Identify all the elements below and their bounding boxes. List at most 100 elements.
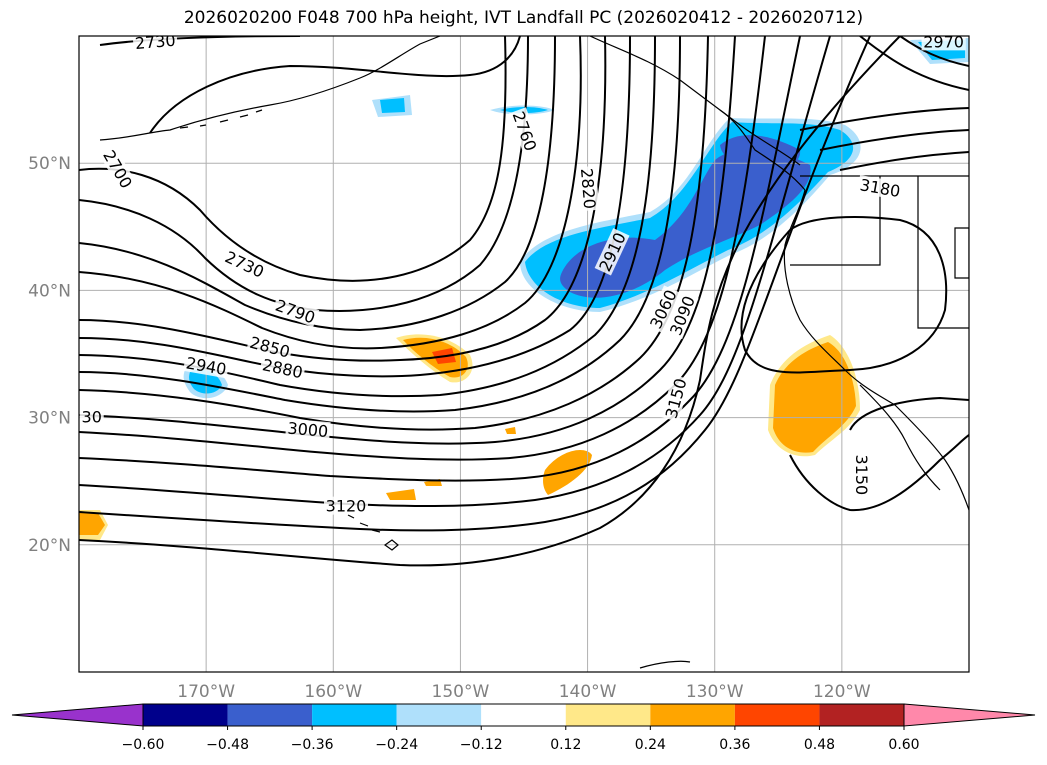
colorbar-tick-label: 0.36 — [719, 737, 750, 753]
contour-label-bg — [594, 228, 630, 276]
map-title: 2026020200 F048 700 hPa height, IVT Land… — [183, 8, 864, 28]
contour-label-bg — [271, 295, 320, 328]
colorbar-bin — [312, 704, 397, 726]
colorbar-tick-label: −0.36 — [291, 737, 334, 753]
contour-2850 — [79, 36, 607, 362]
ivt-positive-south — [543, 450, 592, 495]
aleutian-islands — [179, 109, 263, 129]
colorbar-extend-above — [903, 703, 1036, 727]
contour-3150 — [79, 36, 901, 567]
contour-label-bg — [246, 332, 294, 362]
colorbar-bin — [565, 704, 651, 726]
contour-label-bg — [856, 174, 904, 201]
contour-label-bg — [508, 107, 541, 155]
contour-label-bg — [661, 374, 690, 422]
contour-label-bg — [665, 291, 699, 340]
lon-tick-label: 120°W — [813, 682, 871, 702]
contour-2970 — [79, 36, 709, 431]
contour-label-group: 2970 — [921, 32, 966, 51]
contour-label-bg — [79, 407, 104, 426]
kamchatka-edge — [639, 660, 691, 669]
contour-east-upper-1 — [859, 36, 969, 91]
colorbar-frame — [142, 703, 905, 727]
lon-tick-label: 140°W — [559, 682, 617, 702]
contour-east-upper-2 — [899, 36, 969, 67]
contour-2730 — [79, 36, 507, 282]
ivt-negative-medium-small — [380, 98, 405, 113]
bc-coast — [719, 109, 806, 191]
contour-3090 — [79, 36, 831, 508]
colorbar-tick-label: −0.48 — [206, 737, 249, 753]
contour-label-bg — [577, 165, 600, 212]
contour-label: 2820 — [577, 167, 599, 209]
contour-2790 — [79, 36, 556, 332]
contour-label-bg — [220, 246, 269, 282]
colorbar-tick-label: −0.12 — [460, 737, 503, 753]
contour-label-bg — [324, 496, 368, 515]
map-panel: 2730270027602820273027902850288029402910… — [78, 31, 970, 673]
contour-label-bg — [132, 36, 178, 53]
contour-label-group: 2820 — [577, 165, 600, 212]
contour-3150-east — [740, 216, 948, 374]
contour-label-group: 3120 — [324, 496, 368, 516]
colorbar-tick-label: −0.24 — [375, 737, 418, 753]
lon-tick-label: 130°W — [686, 682, 744, 702]
contour-label: 30 — [82, 408, 102, 427]
colorbar-bin — [650, 704, 735, 726]
colorbar-tick-label: 0.12 — [550, 737, 581, 753]
colorbar-tick-label: 0.24 — [635, 737, 666, 753]
contour-3000 — [79, 36, 736, 445]
us-state-line-1 — [790, 176, 881, 266]
contour-3150-south — [789, 434, 969, 512]
contour-label-group: 2730 — [132, 31, 178, 53]
alaska-coast — [99, 36, 441, 141]
contour-label-bg — [99, 145, 137, 193]
contour-label-bg — [285, 418, 331, 441]
colorbar-tick-label: 0.48 — [804, 737, 835, 753]
colorbar-tick-label: 0.60 — [888, 737, 919, 753]
contour-label: 3120 — [326, 497, 367, 516]
contour-2820 — [79, 36, 582, 350]
contour-label-bg — [852, 452, 871, 497]
contour-label-bg — [259, 354, 307, 382]
contour-label: 2730 — [134, 31, 176, 53]
colorbar-bin — [481, 704, 566, 726]
contour-3060 — [79, 36, 801, 482]
ivt-positive-small-1 — [386, 489, 416, 500]
colorbar-bin — [227, 704, 313, 726]
lat-tick-label: 40°N — [28, 281, 71, 301]
contour-2940 — [79, 36, 681, 413]
ivt-positive-medium — [773, 342, 856, 453]
contour-label-group: 2940 — [183, 353, 230, 379]
colorbar: −0.60 −0.48 −0.36 −0.24 −0.12 0.12 0.24 0.36 0.4… — [11, 703, 1036, 753]
contour-label-bg — [183, 353, 230, 379]
contour-3180 — [849, 396, 969, 431]
us-state-line-3 — [954, 227, 969, 279]
ivt-positive-small-3 — [505, 427, 516, 434]
ivt-negative-dark-2 — [720, 135, 801, 169]
contour-east-mid-1 — [799, 107, 969, 131]
lat-tick-label: 50°N — [28, 154, 71, 174]
map-frame — [78, 35, 970, 673]
baja-coast — [859, 384, 941, 491]
contour-east-mid-2 — [819, 129, 969, 151]
contour-3120 — [79, 36, 871, 532]
ivt-positive-west — [79, 513, 105, 535]
contour-label: 2970 — [923, 32, 964, 51]
contour-label-group: 3150 — [852, 452, 871, 497]
lat-tick-label: 30°N — [28, 409, 71, 429]
lon-tick-label: 160°W — [304, 682, 362, 702]
contour-2760 — [79, 36, 529, 312]
lon-tick-label: 170°W — [177, 682, 235, 702]
colorbar-bin — [143, 704, 228, 726]
colorbar-bin — [396, 704, 482, 726]
ivt-negative-dark — [560, 148, 811, 298]
contour-label-group: 30 — [79, 407, 104, 427]
gridlines — [79, 36, 969, 672]
colorbar-tick-label: −0.60 — [122, 737, 165, 753]
latitude-tick-labels: 20°N 30°N 40°N 50°N — [28, 154, 71, 556]
lat-tick-label: 20°N — [28, 536, 71, 556]
colorbar-bin — [819, 704, 904, 726]
contour-label-bg — [921, 36, 966, 51]
